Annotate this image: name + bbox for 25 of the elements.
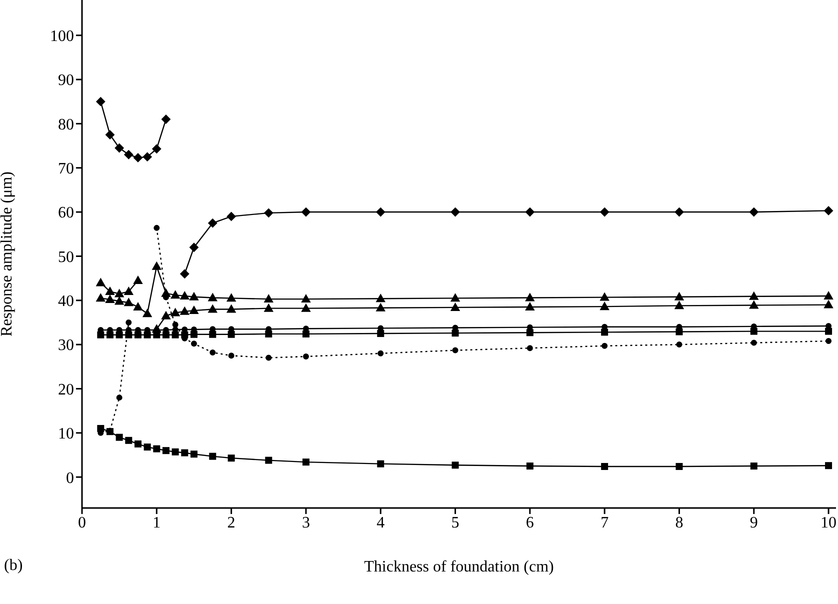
- x-tick-label: 8: [675, 514, 684, 532]
- y-tick-label: 80: [58, 116, 74, 134]
- x-tick-label: 4: [376, 514, 385, 532]
- y-tick-label: 100: [50, 28, 74, 46]
- y-tick-label: 40: [58, 293, 74, 310]
- x-axis-title: Thickness of foundation (cm): [364, 558, 554, 576]
- x-tick-label: 7: [600, 514, 609, 532]
- x-tick-label: 0: [78, 514, 86, 532]
- y-tick-label: 90: [58, 72, 74, 90]
- x-tick-label: 6: [526, 514, 534, 532]
- y-tick-label: 10: [58, 426, 74, 443]
- y-tick-label: 0: [66, 470, 74, 487]
- y-tick-label: 20: [58, 381, 74, 398]
- text: (b): [4, 557, 23, 575]
- x-tick-label: 9: [750, 514, 758, 532]
- y-tick-label: 50: [58, 248, 74, 266]
- x-tick-label: 3: [302, 514, 310, 532]
- y-tick-label: 60: [58, 204, 74, 222]
- y-tick-label: 70: [58, 160, 74, 178]
- y-axis-title: Response amplitude (μm): [0, 172, 16, 336]
- x-tick-label: 5: [451, 514, 460, 532]
- x-tick-label: 2: [227, 514, 236, 532]
- x-tick-label: 10: [820, 514, 837, 532]
- x-tick-label: 1: [152, 514, 161, 532]
- y-tick-label: 30: [58, 337, 74, 354]
